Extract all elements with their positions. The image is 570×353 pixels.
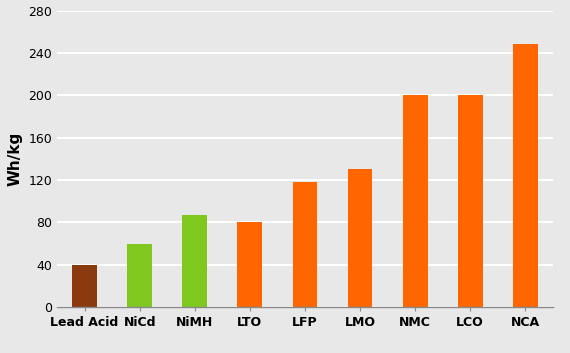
Bar bbox=[403, 95, 428, 307]
Bar bbox=[292, 182, 317, 307]
Y-axis label: Wh/kg: Wh/kg bbox=[8, 132, 23, 186]
Bar bbox=[348, 169, 372, 307]
Bar bbox=[127, 244, 152, 307]
Bar bbox=[238, 222, 262, 307]
Bar bbox=[182, 215, 207, 307]
Bar bbox=[458, 95, 483, 307]
Bar bbox=[513, 44, 538, 307]
Bar bbox=[72, 265, 97, 307]
